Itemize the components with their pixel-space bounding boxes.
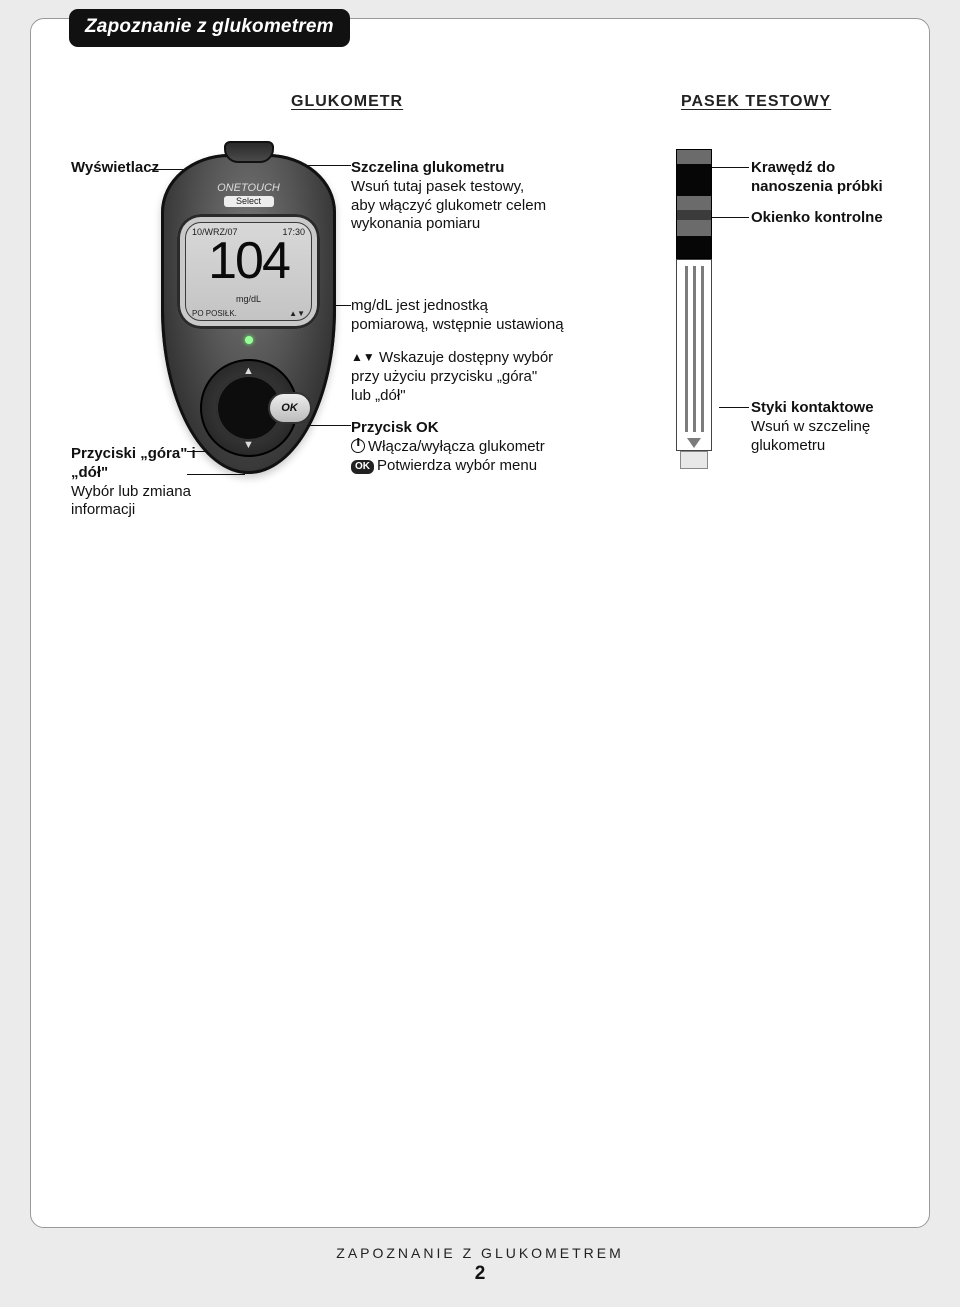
- label-slot-title: Szczelina glukometru: [351, 159, 551, 178]
- ok-pill-icon: OK: [351, 460, 374, 475]
- device-screen: 10/WRZ/07 17:30 104 mg/dL PO POSIŁK. ▲▼: [185, 222, 312, 321]
- test-strip-illustration: [676, 149, 712, 469]
- updown-icon: ▲▼: [351, 350, 375, 365]
- label-ok-button: Przycisk OK Włącza/wyłącza glukometr OKP…: [351, 419, 571, 475]
- dpad-up-icon: ▲: [243, 365, 254, 377]
- footer-page-number: 2: [0, 1263, 960, 1285]
- label-edge-title: Krawędź do nanoszenia próbki: [751, 159, 921, 197]
- label-contacts-desc: Wsuń w szczelinę glukometru: [751, 418, 921, 456]
- strip-control-window: [677, 210, 711, 220]
- label-ok-title: Przycisk OK: [351, 419, 571, 438]
- glucometer-illustration: ONETOUCH Select 10/WRZ/07 17:30 104 mg/d…: [161, 144, 336, 484]
- screen-bottom-left: PO POSIŁK.: [192, 309, 237, 318]
- strip-cap: [680, 451, 708, 469]
- device-led: [245, 336, 253, 344]
- screen-unit: mg/dL: [186, 294, 311, 304]
- section-tab-label: Zapoznanie z glukometrem: [85, 16, 334, 37]
- leader-line: [711, 167, 749, 168]
- leader-line: [711, 217, 749, 218]
- label-slot-desc: Wsuń tutaj pasek testowy, aby włączyć gl…: [351, 178, 551, 234]
- device-brand-top: ONETOUCH: [217, 182, 280, 194]
- screen-reading: 104: [186, 235, 311, 287]
- leader-line: [719, 407, 749, 408]
- strip-contact-bar: [701, 266, 704, 432]
- strip-sample-edge: [677, 150, 711, 164]
- label-ok-line1-text: Włącza/wyłącza glukometr: [368, 438, 545, 455]
- device-body: ONETOUCH Select 10/WRZ/07 17:30 104 mg/d…: [161, 154, 336, 474]
- label-ok-line1: Włącza/wyłącza glukometr: [351, 438, 571, 457]
- label-contacts-title: Styki kontaktowe: [751, 399, 921, 418]
- page-background: Zapoznanie z glukometrem GLUKOMETR PASEK…: [0, 0, 960, 1307]
- strip-body: [676, 259, 712, 451]
- label-sample-edge: Krawędź do nanoszenia próbki: [751, 159, 921, 197]
- label-ok-line2-text: Potwierdza wybór menu: [377, 457, 537, 474]
- device-strip-slot: [224, 141, 274, 163]
- page-footer: ZAPOZNANIE Z GLUKOMETREM 2: [0, 1245, 960, 1285]
- strip-arrow-icon: [687, 438, 701, 448]
- screen-bottom-row: PO POSIŁK. ▲▼: [192, 309, 305, 318]
- header-glucometer: GLUKOMETR: [291, 93, 403, 111]
- label-arrows: ▲▼ Wskazuje dostępny wybór przy użyciu p…: [351, 349, 561, 405]
- label-unit-desc: mg/dL jest jednostką pomiarową, wstępnie…: [351, 297, 566, 335]
- dpad-down-icon: ▼: [243, 439, 254, 451]
- screen-bottom-right: ▲▼: [289, 309, 305, 318]
- footer-title: ZAPOZNANIE Z GLUKOMETREM: [0, 1245, 960, 1261]
- device-ok-button: OK: [268, 392, 312, 424]
- label-meter-slot: Szczelina glukometru Wsuń tutaj pasek te…: [351, 159, 551, 234]
- section-tab: Zapoznanie z glukometrem: [69, 9, 350, 47]
- device-brand-sub: Select: [224, 196, 274, 207]
- content-card: Zapoznanie z glukometrem GLUKOMETR PASEK…: [30, 18, 930, 1228]
- label-arrows-desc: ▲▼ Wskazuje dostępny wybór przy użyciu p…: [351, 349, 561, 405]
- label-unit: mg/dL jest jednostką pomiarową, wstępnie…: [351, 297, 566, 335]
- header-test-strip: PASEK TESTOWY: [681, 93, 831, 111]
- strip-contact-bar: [685, 266, 688, 432]
- label-window-title: Okienko kontrolne: [751, 209, 921, 228]
- strip-top: [676, 149, 712, 259]
- device-screen-frame: 10/WRZ/07 17:30 104 mg/dL PO POSIŁK. ▲▼: [177, 214, 320, 329]
- device-dpad: ▲ ▼ OK: [200, 359, 298, 457]
- power-icon: [351, 439, 365, 453]
- label-updown-desc: Wybór lub zmiana informacji: [71, 483, 231, 521]
- device-brand: ONETOUCH Select: [161, 182, 336, 207]
- strip-contact-bar: [693, 266, 696, 432]
- label-arrows-text: Wskazuje dostępny wybór przy użyciu przy…: [351, 349, 553, 404]
- label-ok-line2: OKPotwierdza wybór menu: [351, 457, 571, 476]
- label-contact-bars: Styki kontaktowe Wsuń w szczelinę glukom…: [751, 399, 921, 455]
- label-control-window: Okienko kontrolne: [751, 209, 921, 228]
